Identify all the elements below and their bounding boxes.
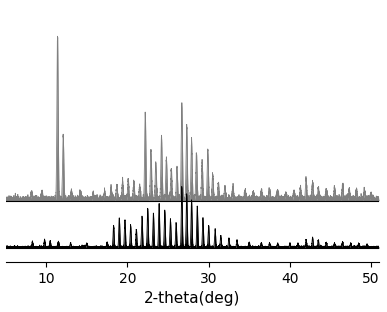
X-axis label: 2-theta(deg): 2-theta(deg) [144,291,241,306]
